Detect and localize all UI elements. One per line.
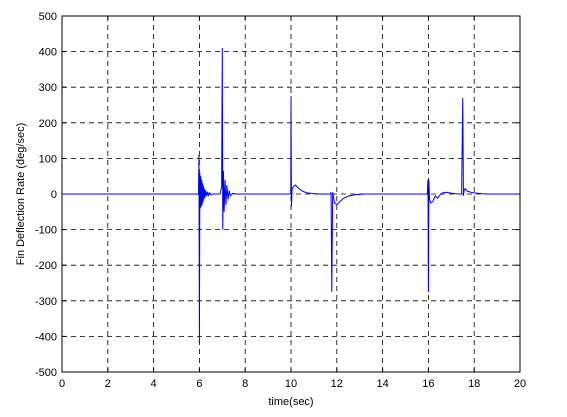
y-tick-label: 100 — [39, 153, 57, 165]
y-tick-label: 200 — [39, 118, 57, 130]
x-tick-label: 4 — [151, 378, 157, 390]
x-axis-label: time(sec) — [268, 396, 313, 408]
y-tick-label: -100 — [35, 225, 57, 237]
x-tick-label: 14 — [376, 378, 388, 390]
x-tick-label: 6 — [196, 378, 202, 390]
x-tick-label: 8 — [242, 378, 248, 390]
x-tick-label: 2 — [105, 378, 111, 390]
x-tick-label: 20 — [514, 378, 526, 390]
y-tick-label: -300 — [35, 296, 57, 308]
plot-frame — [61, 15, 521, 373]
x-tick-label: 10 — [285, 378, 297, 390]
y-tick-label: -200 — [35, 260, 57, 272]
y-tick-label: 500 — [39, 11, 57, 23]
y-tick-label: -500 — [35, 367, 57, 379]
y-axis-label: Fin Deflection Rate (deg/sec) — [15, 123, 27, 265]
x-tick-label: 12 — [331, 378, 343, 390]
x-tick-label: 0 — [59, 378, 65, 390]
y-tick-label: 300 — [39, 82, 57, 94]
x-tick-labels: 0 2 4 6 8 10 12 14 16 18 20 — [59, 378, 526, 390]
x-tick-label: 16 — [422, 378, 434, 390]
x-tick-label: 18 — [468, 378, 480, 390]
y-tick-label: -400 — [35, 331, 57, 343]
y-tick-label: 400 — [39, 47, 57, 59]
y-tick-label: 0 — [51, 189, 57, 201]
series-line — [62, 48, 520, 344]
y-tick-labels: -500 -400 -300 -200 -100 0 100 200 300 400 500 — [35, 11, 57, 379]
